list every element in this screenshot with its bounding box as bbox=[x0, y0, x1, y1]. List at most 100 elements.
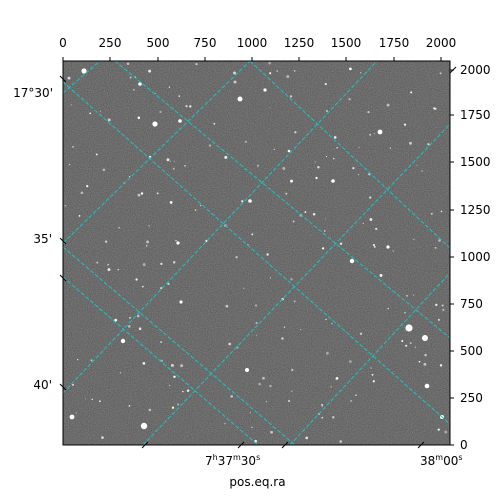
star bbox=[392, 250, 395, 252]
star bbox=[414, 346, 416, 348]
star bbox=[118, 226, 121, 229]
star bbox=[325, 318, 327, 321]
star bbox=[185, 105, 188, 108]
star bbox=[332, 157, 335, 160]
star bbox=[80, 191, 84, 195]
star bbox=[208, 144, 212, 147]
star bbox=[379, 273, 383, 277]
star bbox=[348, 98, 351, 101]
bright-star bbox=[377, 129, 383, 135]
right-tick-label: 250 bbox=[460, 391, 483, 405]
star bbox=[268, 61, 271, 65]
star bbox=[228, 342, 232, 346]
star bbox=[339, 440, 342, 443]
star bbox=[333, 136, 337, 139]
star bbox=[305, 436, 308, 440]
star bbox=[404, 311, 406, 314]
star bbox=[349, 67, 352, 71]
bright-star bbox=[138, 82, 142, 86]
star bbox=[141, 285, 144, 288]
star bbox=[413, 294, 415, 296]
star bbox=[273, 148, 275, 150]
star bbox=[213, 122, 216, 125]
star bbox=[169, 200, 173, 204]
star bbox=[251, 426, 253, 429]
star bbox=[373, 246, 376, 248]
star bbox=[172, 261, 176, 264]
star bbox=[442, 308, 445, 312]
star bbox=[225, 304, 229, 308]
star bbox=[128, 176, 131, 178]
star bbox=[107, 268, 111, 272]
star bbox=[156, 192, 159, 195]
star bbox=[293, 300, 296, 303]
grid-line bbox=[114, 61, 450, 339]
star bbox=[104, 240, 108, 243]
star bbox=[205, 239, 208, 243]
star bbox=[244, 140, 248, 144]
x-axis-label: pos.eq.ra bbox=[229, 475, 286, 489]
star bbox=[140, 192, 144, 195]
star bbox=[199, 204, 202, 207]
star bbox=[133, 89, 135, 91]
grid-line bbox=[63, 61, 378, 394]
ra-tick bbox=[237, 441, 245, 449]
star bbox=[387, 307, 389, 310]
star bbox=[324, 83, 327, 86]
star bbox=[435, 303, 438, 307]
grid-line bbox=[63, 246, 296, 445]
star bbox=[438, 239, 441, 242]
dec-label: 17°30' bbox=[13, 86, 53, 100]
star bbox=[441, 304, 444, 307]
star bbox=[325, 110, 329, 113]
star bbox=[336, 147, 338, 149]
star bbox=[423, 362, 427, 366]
star bbox=[375, 227, 378, 231]
star bbox=[256, 164, 260, 167]
star bbox=[335, 377, 339, 380]
bright-star bbox=[176, 241, 180, 245]
star bbox=[325, 155, 328, 158]
star bbox=[439, 72, 442, 75]
star bbox=[186, 389, 190, 392]
star bbox=[189, 105, 192, 108]
star bbox=[169, 160, 171, 162]
star bbox=[331, 322, 333, 325]
star bbox=[409, 342, 412, 345]
bright-star bbox=[69, 414, 75, 420]
star bbox=[433, 107, 436, 110]
star bbox=[177, 403, 180, 406]
right-tick-label: 500 bbox=[460, 344, 483, 358]
dec-tick bbox=[59, 237, 67, 245]
star bbox=[135, 278, 138, 281]
star bbox=[349, 360, 352, 363]
star bbox=[146, 240, 150, 244]
bright-star bbox=[424, 383, 430, 389]
star bbox=[266, 253, 269, 256]
star bbox=[357, 173, 360, 176]
bright-star bbox=[405, 324, 413, 332]
ra-tick bbox=[417, 441, 425, 449]
star bbox=[91, 398, 93, 401]
bright-star bbox=[179, 300, 183, 304]
star bbox=[386, 103, 390, 107]
bright-star bbox=[263, 88, 267, 92]
star bbox=[262, 376, 265, 380]
star bbox=[233, 71, 236, 75]
star bbox=[290, 278, 293, 281]
star bbox=[270, 430, 273, 434]
bright-star bbox=[422, 335, 428, 341]
star bbox=[440, 210, 443, 213]
top-tick-label: 250 bbox=[99, 36, 122, 50]
star bbox=[276, 70, 279, 72]
ra-label: 7h37m30s bbox=[205, 453, 260, 468]
star bbox=[70, 104, 72, 106]
ra-tick bbox=[281, 441, 289, 449]
star bbox=[326, 351, 329, 355]
top-tick-label: 1250 bbox=[284, 36, 315, 50]
star bbox=[184, 165, 186, 167]
star bbox=[90, 359, 93, 362]
star bbox=[332, 415, 335, 419]
bright-star bbox=[245, 368, 249, 372]
